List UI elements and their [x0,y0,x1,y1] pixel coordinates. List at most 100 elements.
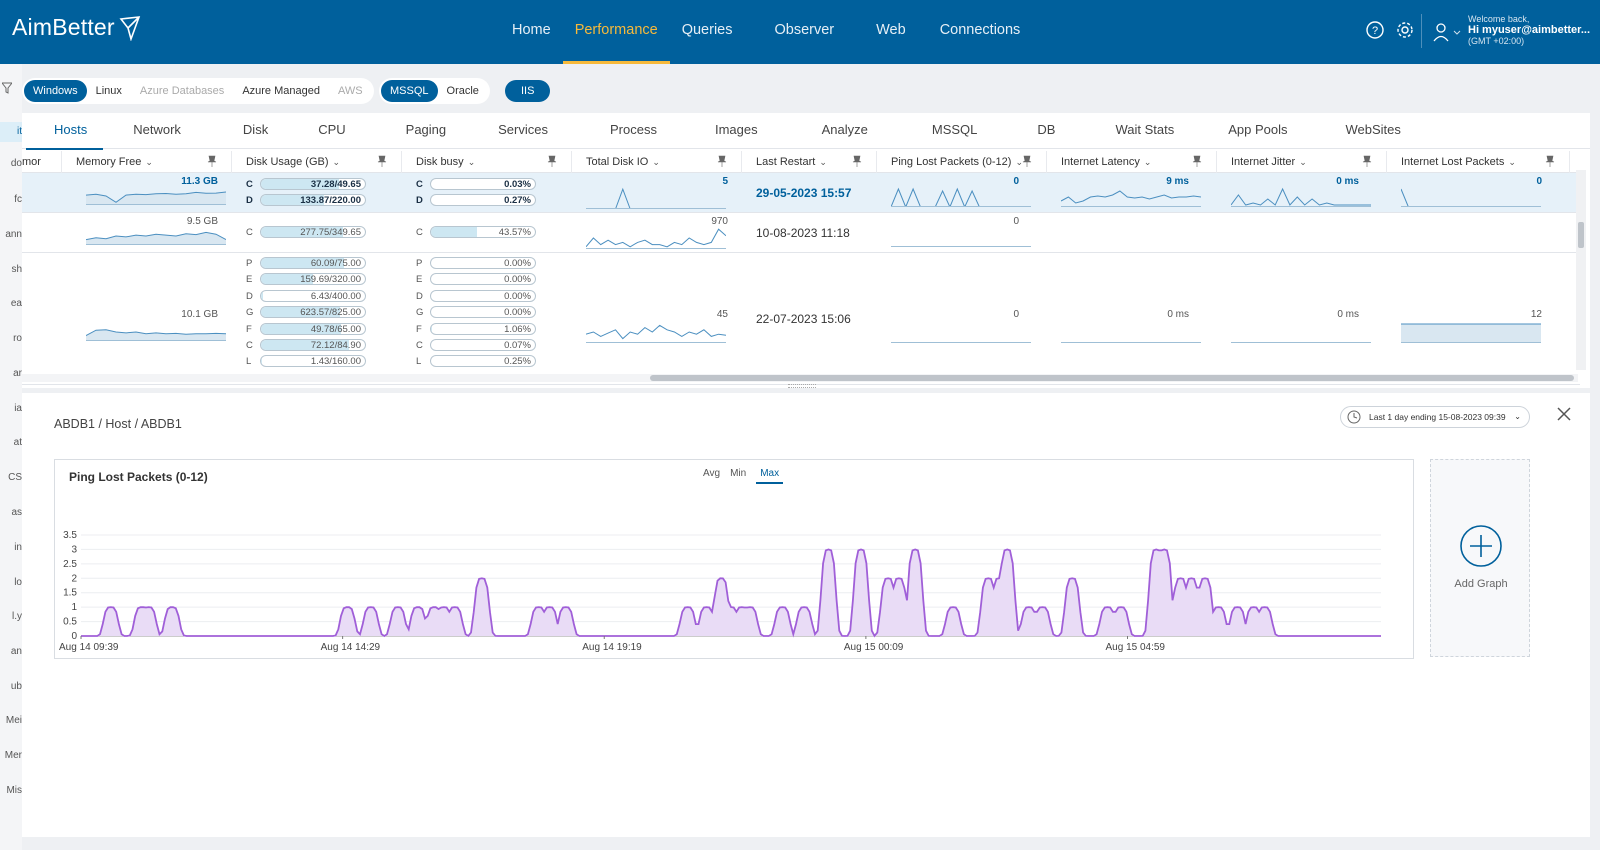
tab-mssql[interactable]: MSSQL [931,122,978,137]
agg-avg[interactable]: Avg [703,468,721,479]
chevron-down-icon[interactable]: ⌄ [1015,157,1023,167]
nav-home[interactable]: Home [512,22,551,38]
os-filter: Windows Linux Azure Databases Azure Mana… [22,78,374,104]
sidebar-item[interactable]: ro [13,333,22,344]
tab-network[interactable]: Network [133,122,181,137]
user-icon[interactable] [1432,22,1462,42]
column-header-label: Disk Usage (GB) [246,156,329,168]
time-range-selector[interactable]: Last 1 day ending 15-08-2023 09:39 ⌄ [1340,406,1530,428]
sidebar-item[interactable]: ea [10,298,22,309]
chevron-down-icon[interactable]: ⌄ [332,157,341,167]
column-header[interactable]: Memory Free ⌄ [62,151,232,173]
chevron-down-icon[interactable]: ⌄ [1508,157,1516,167]
scroll-thumb[interactable] [650,375,1574,381]
brand-logo[interactable]: AimBetter [12,14,141,41]
tab-images[interactable]: Images [714,122,758,137]
pin-icon[interactable] [547,155,557,167]
add-graph-button[interactable]: Add Graph [1430,459,1530,657]
tab-cpu[interactable]: CPU [318,122,346,137]
chevron-down-icon[interactable]: ⌄ [652,157,660,167]
pin-icon[interactable] [207,155,217,167]
user-welcome[interactable]: Welcome back, Hi myuser@aimbetter... (GM… [1468,14,1590,47]
agg-min[interactable]: Min [730,468,747,479]
sidebar-item[interactable]: as [11,507,22,518]
column-header[interactable]: Internet Latency ⌄ [1047,151,1217,173]
column-header[interactable]: Total Disk IO ⌄ [572,151,742,173]
sidebar-item[interactable]: ia [14,403,22,414]
sidebar-item[interactable]: in [14,542,22,553]
tab-process[interactable]: Process [610,122,657,137]
vertical-scrollbar[interactable] [1576,170,1586,370]
tab-db[interactable]: DB [1037,122,1056,137]
sidebar-item[interactable]: lo [14,577,22,588]
nav-connections[interactable]: Connections [939,22,1021,38]
nav-performance[interactable]: Performance [562,0,670,64]
column-header[interactable]: Ping Lost Packets (0-12) ⌄ [877,151,1047,173]
column-header[interactable]: mor [22,151,62,173]
pin-icon[interactable] [377,155,387,167]
tab-websites[interactable]: WebSites [1345,122,1401,137]
sidebar-item[interactable]: CS [8,472,22,483]
sidebar-item[interactable]: do [10,158,22,169]
pin-icon[interactable] [1362,155,1372,167]
pin-icon[interactable] [1022,155,1032,167]
nav-observer[interactable]: Observer [774,22,835,38]
column-header[interactable]: Internet Jitter ⌄ [1217,151,1387,173]
pill-mssql[interactable]: MSSQL [381,80,438,102]
sidebar-item[interactable]: l.y [12,611,22,622]
tab-hosts[interactable]: Hosts [22,113,107,150]
column-header[interactable]: Disk busy ⌄ [402,151,572,173]
pill-oracle[interactable]: Oracle [446,85,479,97]
resize-handle[interactable] [788,384,816,388]
tab-wait-stats[interactable]: Wait Stats [1115,122,1175,137]
user-name: Hi myuser@aimbetter... [1468,24,1590,36]
sidebar-item[interactable]: sh [11,264,22,275]
filter-icon[interactable] [2,82,12,94]
table-row[interactable]: 9.5 GB C 277.75/349.65 C 43.57% 970 10-08-2023… [22,213,1580,253]
pill-azure-databases[interactable]: Azure Databases [139,85,225,97]
sidebar-item[interactable]: Mer [4,750,22,761]
pin-icon[interactable] [852,155,862,167]
table-row[interactable]: 11.3 GB C 37.28/49.65 C 0.03% D 133.87/220.00 D… [22,173,1580,213]
help-icon[interactable]: ? [1365,20,1385,40]
sidebar-item[interactable]: an [10,646,22,657]
pin-icon[interactable] [1192,155,1202,167]
sidebar-item[interactable]: fc [14,194,22,205]
nav-queries[interactable]: Queries [681,22,733,38]
chevron-down-icon[interactable]: ⌄ [145,157,153,167]
table-row[interactable]: 10.1 GB P 60.09/75.00 P 0.00% E 159.69/320.00 E… [22,253,1580,385]
pin-icon[interactable] [717,155,727,167]
tab-services[interactable]: Services [498,122,548,137]
sidebar-item[interactable]: Mis [6,785,22,796]
chevron-down-icon[interactable]: ⌄ [819,157,827,167]
series-line[interactable] [81,548,1381,638]
nav-web[interactable]: Web [876,22,906,38]
pill-linux[interactable]: Linux [95,85,122,97]
sidebar-item[interactable]: it [0,122,22,142]
sidebar-item[interactable]: Mei [5,715,22,726]
pill-windows[interactable]: Windows [24,80,87,102]
sidebar-item[interactable]: ann [5,229,22,240]
tab-paging[interactable]: Paging [405,122,447,137]
scroll-thumb[interactable] [1578,222,1584,248]
column-header[interactable]: Disk Usage (GB) ⌄ [232,151,402,173]
tab-analyze[interactable]: Analyze [821,122,868,137]
gear-icon[interactable] [1395,20,1415,40]
agg-max[interactable]: Max [756,468,784,484]
horizontal-scrollbar[interactable] [22,374,1578,382]
sidebar-item[interactable]: at [13,437,22,448]
chevron-down-icon[interactable]: ⌄ [1143,157,1152,167]
tab-disk[interactable]: Disk [242,122,269,137]
column-header[interactable]: Internet Lost Packets ⌄ [1387,151,1570,173]
pill-azure-managed[interactable]: Azure Managed [242,85,320,97]
sidebar-item[interactable]: ub [10,681,22,692]
close-icon[interactable] [1555,405,1573,423]
column-header[interactable]: Last Restart ⌄ [742,151,877,173]
chevron-down-icon[interactable]: ⌄ [467,157,476,167]
tab-app-pools[interactable]: App Pools [1228,122,1288,137]
chevron-down-icon[interactable]: ⌄ [1299,157,1307,167]
pill-aws[interactable]: AWS [337,85,363,97]
sidebar-item[interactable]: ar [13,368,22,379]
pin-icon[interactable] [1545,155,1555,167]
pill-iis[interactable]: IIS [505,80,551,102]
